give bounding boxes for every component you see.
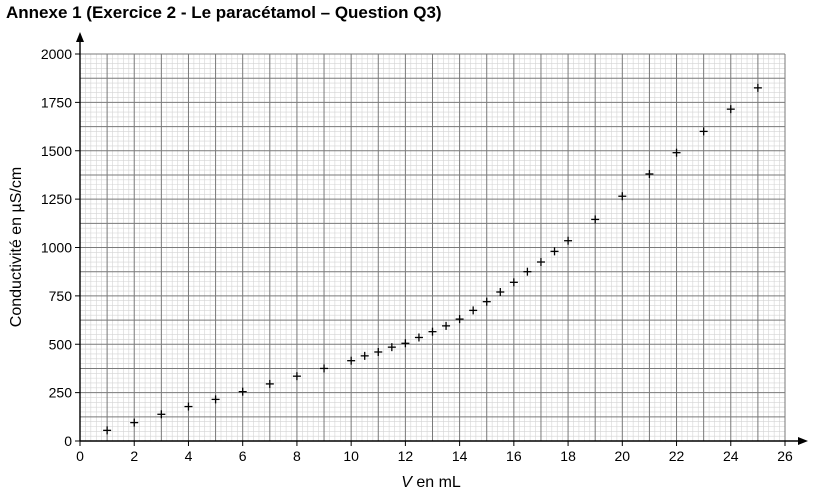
data-point <box>374 347 383 356</box>
tick-labels: 0 2 4 6 8 10 12 14 16 18 20 22 24 2602505007501000125… <box>41 46 793 464</box>
x-tick-label: 0 <box>76 448 84 464</box>
y-tick-label: 2000 <box>41 46 72 62</box>
y-tick-label: 1500 <box>41 143 72 159</box>
data-point <box>347 356 356 365</box>
x-tick-label: 20 <box>615 448 631 464</box>
y-tick-label: 1750 <box>41 94 72 110</box>
data-point <box>320 364 329 373</box>
data-point <box>726 105 735 114</box>
x-tick-label: 18 <box>560 448 576 464</box>
x-axis-label: V en mL <box>401 474 461 491</box>
data-point <box>523 267 532 276</box>
y-tick-label: 1000 <box>41 240 72 256</box>
x-tick-label: 24 <box>723 448 739 464</box>
y-tick-label: 750 <box>49 288 73 304</box>
x-tick-label: 16 <box>506 448 522 464</box>
data-point <box>442 321 451 330</box>
data-point <box>591 215 600 224</box>
data-point <box>550 247 559 256</box>
data-point <box>130 418 139 427</box>
x-tick-label: 14 <box>452 448 468 464</box>
x-tick-label: 10 <box>343 448 359 464</box>
x-axis-variable: V <box>401 474 413 491</box>
data-point <box>211 395 220 404</box>
y-tick-label: 1250 <box>41 191 72 207</box>
data-point <box>184 402 193 411</box>
x-tick-label: 22 <box>669 448 685 464</box>
y-axis-arrow <box>76 32 84 42</box>
data-point <box>157 410 166 419</box>
data-point <box>292 372 301 381</box>
data-point <box>455 315 464 324</box>
data-point <box>618 192 627 201</box>
data-point <box>265 379 274 388</box>
data-point <box>699 127 708 136</box>
data-point <box>672 148 681 157</box>
data-point <box>103 426 112 435</box>
page-title: Annexe 1 (Exercice 2 - Le paracétamol – … <box>6 3 442 22</box>
data-point <box>536 258 545 267</box>
y-tick-label: 500 <box>49 336 73 352</box>
data-point <box>238 387 247 396</box>
x-tick-label: 6 <box>239 448 247 464</box>
y-tick-label: 0 <box>64 433 72 449</box>
x-axis-unit: en mL <box>412 474 461 491</box>
x-tick-label: 2 <box>130 448 138 464</box>
x-tick-label: 8 <box>293 448 301 464</box>
data-point <box>414 333 423 342</box>
y-axis-label: Conductivité en µS/cm <box>8 167 25 327</box>
data-point <box>645 169 654 178</box>
data-point <box>401 339 410 348</box>
x-tick-label: 26 <box>777 448 793 464</box>
data-points <box>103 83 762 435</box>
axes <box>75 32 808 446</box>
data-point <box>564 236 573 245</box>
x-tick-label: 12 <box>398 448 414 464</box>
data-point <box>496 288 505 297</box>
data-point <box>753 83 762 92</box>
y-tick-label: 250 <box>49 385 73 401</box>
x-axis-arrow <box>798 437 808 445</box>
major-grid <box>79 53 786 442</box>
x-tick-label: 4 <box>185 448 193 464</box>
data-point <box>360 351 369 360</box>
data-point <box>428 327 437 336</box>
data-point <box>387 343 396 352</box>
data-point <box>482 297 491 306</box>
data-point <box>469 306 478 315</box>
data-point <box>509 278 518 287</box>
